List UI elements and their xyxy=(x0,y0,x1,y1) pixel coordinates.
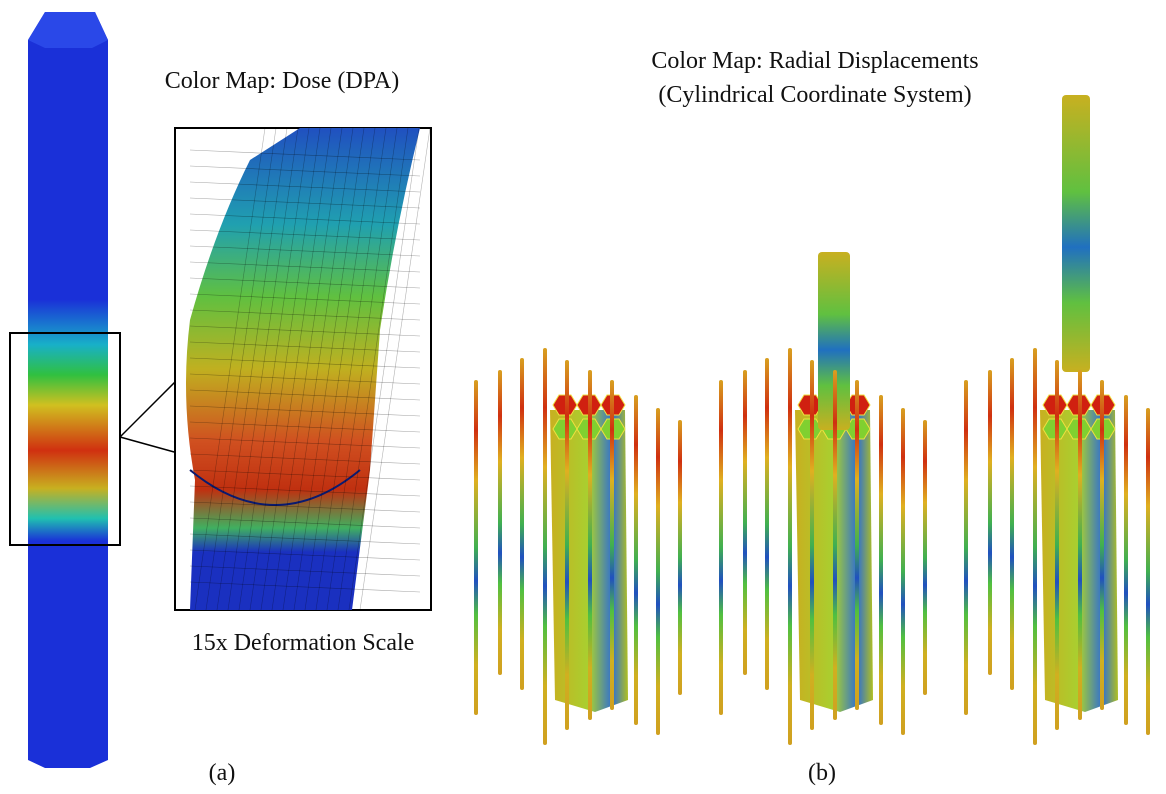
mesh-line xyxy=(189,309,421,321)
rod xyxy=(565,360,569,730)
mesh-line xyxy=(189,565,421,577)
mesh-line xyxy=(189,229,421,241)
mesh-line xyxy=(189,501,421,513)
rod xyxy=(656,408,660,735)
mesh-line xyxy=(189,453,421,465)
panel-b-title: Color Map: Radial Displacements xyxy=(651,48,978,74)
rod xyxy=(588,370,592,720)
mesh-line xyxy=(189,517,421,529)
mesh xyxy=(189,127,431,611)
rod xyxy=(543,348,547,745)
mesh-line xyxy=(189,149,421,161)
rod xyxy=(1146,408,1150,735)
mesh-line xyxy=(194,127,266,611)
mesh-line xyxy=(260,127,332,611)
mesh-line xyxy=(189,389,421,401)
rod xyxy=(879,395,883,725)
mesh-line xyxy=(189,277,421,289)
mesh-line xyxy=(359,127,431,611)
mesh-line xyxy=(216,127,288,611)
rod xyxy=(964,380,968,715)
rod xyxy=(610,380,614,710)
mesh-line xyxy=(189,325,421,337)
rod xyxy=(1033,348,1037,745)
rod xyxy=(1124,395,1128,725)
mesh-line xyxy=(315,127,387,611)
mesh-line xyxy=(238,127,310,611)
panel-a-label: (a) xyxy=(209,760,236,786)
inset-box xyxy=(9,332,121,546)
mesh-line xyxy=(189,373,421,385)
rod xyxy=(719,380,723,715)
mesh-line xyxy=(337,127,409,611)
mesh-line xyxy=(189,213,421,225)
mesh-line xyxy=(189,181,421,193)
mesh-line xyxy=(326,127,398,611)
riser xyxy=(818,252,850,430)
mesh-line xyxy=(189,421,421,433)
duct-top xyxy=(28,12,108,48)
rod xyxy=(810,360,814,730)
mesh-line xyxy=(189,341,421,353)
rod xyxy=(1100,380,1104,710)
mesh-line xyxy=(205,127,277,611)
mesh-line xyxy=(189,357,421,369)
assemblies xyxy=(474,95,1150,745)
mesh-line xyxy=(189,245,421,257)
panel-a-caption: 15x Deformation Scale xyxy=(192,630,415,656)
mesh-line xyxy=(189,165,421,177)
rod xyxy=(833,370,837,720)
mesh-line xyxy=(249,127,321,611)
rod xyxy=(498,370,502,675)
rod xyxy=(678,420,682,695)
rod xyxy=(474,380,478,715)
mesh-line xyxy=(189,549,421,561)
mesh-edge xyxy=(189,469,361,506)
mesh-line xyxy=(189,437,421,449)
rod xyxy=(855,380,859,710)
mesh-line xyxy=(227,127,299,611)
rod xyxy=(520,358,524,690)
rod xyxy=(1010,358,1014,690)
mesh-line xyxy=(304,127,376,611)
rod xyxy=(1078,370,1082,720)
mesh-line xyxy=(189,581,421,593)
mesh-line xyxy=(271,127,343,611)
rod xyxy=(923,420,927,695)
rod xyxy=(634,395,638,725)
mesh-line xyxy=(189,261,421,273)
mesh-line xyxy=(189,533,421,545)
rod xyxy=(788,348,792,745)
mesh-line xyxy=(189,197,421,209)
duct-column xyxy=(28,12,108,768)
mesh-line xyxy=(189,469,421,481)
mesh-line xyxy=(189,293,421,305)
rod xyxy=(765,358,769,690)
mesh-line xyxy=(189,485,421,497)
rod xyxy=(743,370,747,675)
deformed-duct xyxy=(186,128,420,610)
mesh-line xyxy=(348,127,420,611)
panel-b-label: (b) xyxy=(808,760,836,786)
rod xyxy=(1055,360,1059,730)
riser xyxy=(1062,95,1090,372)
mesh-line xyxy=(189,405,421,417)
rod xyxy=(988,370,992,675)
mesh-line xyxy=(282,127,354,611)
rod xyxy=(901,408,905,735)
panel-a-title: Color Map: Dose (DPA) xyxy=(165,68,399,94)
mesh-line xyxy=(293,127,365,611)
panel-b-title: (Cylindrical Coordinate System) xyxy=(658,82,971,108)
